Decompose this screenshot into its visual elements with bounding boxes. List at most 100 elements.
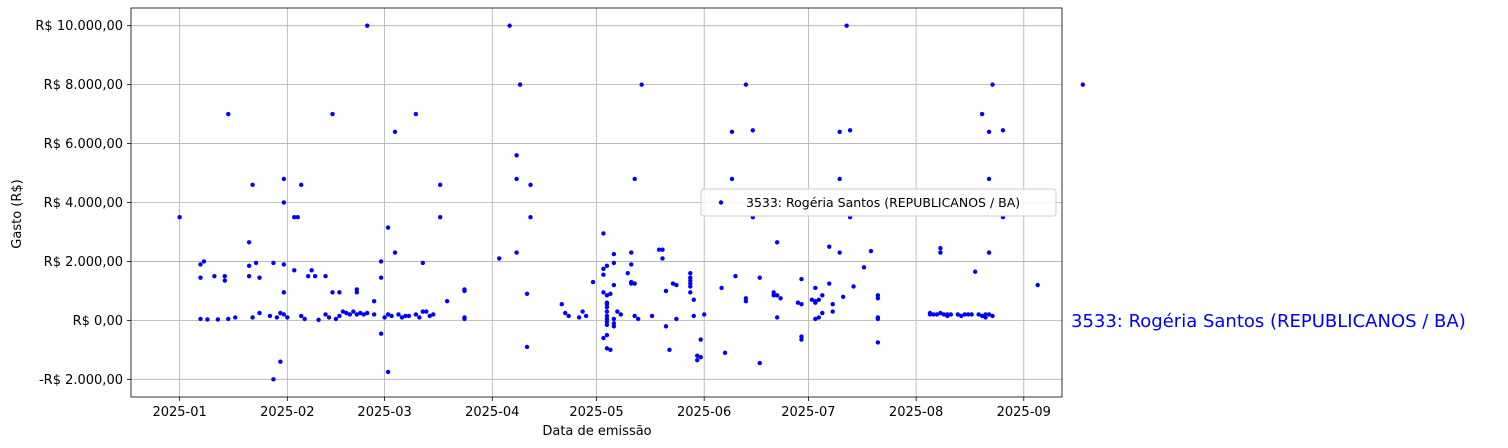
axes-layer: 2025-01 2025-02 2025-03 2025-04 2025-05 2025-… [35,7,1063,420]
data-point [656,247,662,252]
data-point [611,251,617,257]
legend: 3533: Rogéria Santos (REPUBLICANOS / BA) [700,188,1057,217]
data-point [580,309,585,314]
data-point [371,312,377,317]
data-point [344,310,349,316]
data-point [757,360,762,366]
data-point [385,225,391,230]
data-point [392,250,398,255]
data-point [972,269,978,274]
data-point [281,262,287,267]
data-point [253,260,259,266]
data-point [316,317,321,322]
data-point [396,312,401,317]
data-point [524,344,530,350]
data-point [986,176,992,182]
data-point [382,315,387,320]
data-point [635,316,641,322]
data-point [326,315,332,320]
data-point [986,312,992,317]
data-point [629,262,634,267]
data-point [212,273,217,279]
data-point [246,240,252,245]
data-point [611,316,617,322]
data-point [868,248,874,254]
data-point [576,315,582,320]
data-point [618,312,624,317]
data-point [774,293,780,298]
data-point [875,316,881,322]
data-point [604,322,610,327]
data-point [201,259,207,264]
x-tick-label: 2025-03 [357,405,411,420]
x-tick-label: 2025-04 [465,405,519,420]
data-point [604,346,610,351]
data-point [323,273,328,279]
data-point [250,315,255,320]
data-point [941,312,947,317]
data-point [649,313,655,319]
data-point [827,244,832,249]
data-point [337,313,342,319]
data-point [305,273,311,279]
legend-marker [718,200,724,205]
data-point [629,281,634,286]
data-point [302,316,307,322]
data-point [351,309,356,314]
data-point [722,350,728,355]
y-tick-label: R$ 10.000,00 [35,19,123,34]
data-point [691,313,696,319]
y-tick-label: R$ 4.000,00 [44,196,123,211]
data-point [629,250,634,255]
data-point [1000,128,1006,133]
data-point [632,281,637,286]
data-point [413,312,419,317]
data-point [281,200,287,205]
data-point [281,290,287,295]
data-point [590,279,596,285]
data-point [417,315,422,320]
data-point [771,290,776,295]
data-point [955,312,960,317]
data-point [385,369,391,375]
x-tick-label: 2025-08 [889,405,943,420]
data-point [246,273,252,279]
data-point [330,111,335,117]
data-point [979,111,985,117]
data-point [563,310,568,316]
data-point [983,315,988,320]
data-point [948,312,954,317]
data-point [813,285,818,291]
data-point [601,266,606,272]
data-point [840,294,846,299]
data-point [399,315,405,320]
data-point [688,290,693,295]
data-point [639,82,644,87]
data-point [420,309,426,314]
data-point [514,176,519,182]
data-point [674,282,679,288]
data-point [733,273,738,279]
data-point [695,357,700,363]
y-tick-label: R$ 6.000,00 [44,137,123,152]
data-point [670,281,676,286]
data-point [257,310,262,316]
data-point [271,377,276,382]
data-point [691,297,696,302]
data-point [719,285,724,291]
data-point [330,290,335,295]
data-point [795,300,801,305]
data-point [278,310,283,316]
data-point [813,300,818,305]
plot-frame [130,7,1063,398]
data-point [799,337,804,342]
data-point [608,291,613,297]
x-tick-label: 2025-09 [997,405,1051,420]
data-point [743,82,749,87]
data-point [604,332,610,338]
data-point [274,315,280,320]
data-point [632,313,637,319]
data-point [281,176,287,182]
data-point [177,215,182,220]
x-axis-title: Data de emissão [542,424,651,439]
